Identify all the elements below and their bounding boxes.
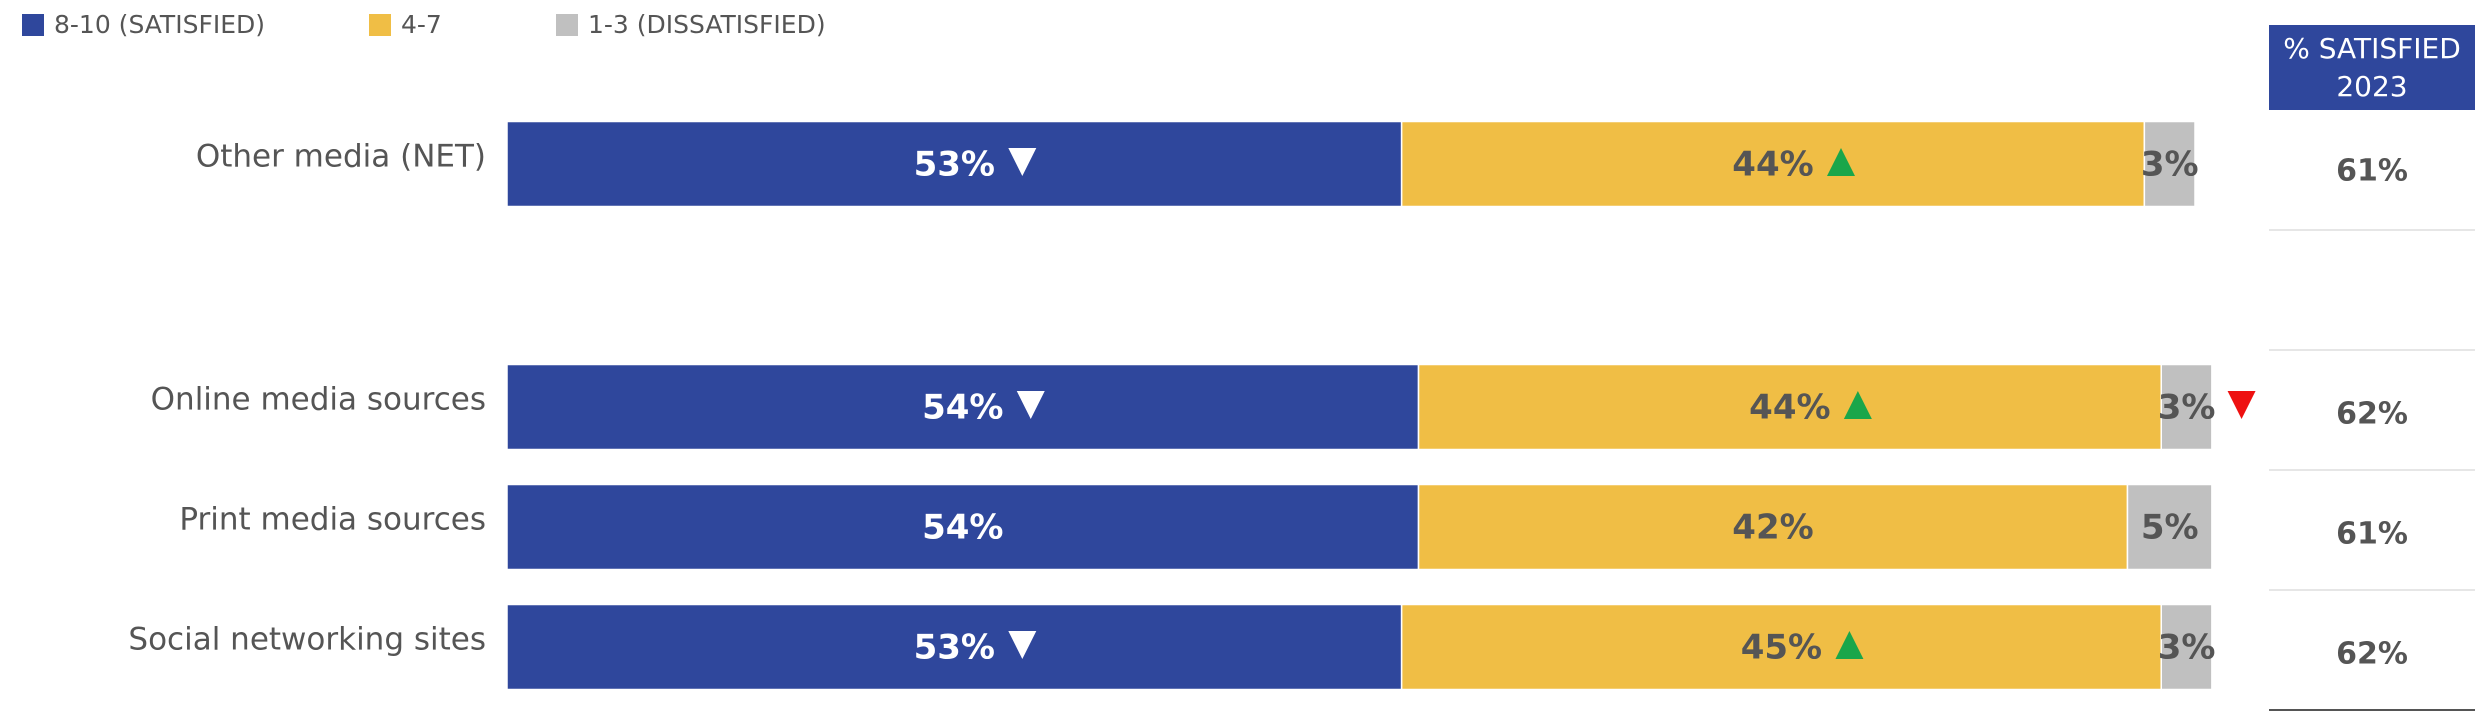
change-arrow <box>1827 148 1855 176</box>
bar-segment <box>2143 120 2196 208</box>
value-label: 3% <box>2158 628 2216 668</box>
legend-label: 1-3 (DISSATISFIED) <box>588 10 826 39</box>
bar-segment <box>1400 120 2146 208</box>
change-arrow <box>2227 391 2256 419</box>
bar-segment <box>506 363 1420 451</box>
bar-segment <box>2126 483 2213 571</box>
change-arrow <box>1016 391 1045 419</box>
value-label: 5% <box>2141 508 2199 548</box>
value-label: 42% <box>1732 508 1813 548</box>
table-title: % SATISFIED <box>2283 32 2461 65</box>
value-label: 54% <box>922 508 1003 548</box>
change-arrow <box>1843 391 1872 419</box>
change-arrow <box>1008 148 1037 176</box>
bar-segment <box>506 483 1420 571</box>
bar-segment <box>2160 603 2213 691</box>
category-label: Print media sources <box>179 502 486 538</box>
legend-swatch <box>369 14 391 36</box>
legend-swatch <box>22 14 44 36</box>
value-label: 3% <box>2158 388 2216 428</box>
legend-swatch <box>556 14 578 36</box>
category-label: Social networking sites <box>128 622 486 658</box>
bar-segment <box>2160 363 2213 451</box>
table-value: 62% <box>2336 637 2408 672</box>
table-subtitle: 2023 <box>2336 70 2407 103</box>
bar-segment <box>506 120 1403 208</box>
table-value: 62% <box>2336 397 2408 432</box>
value-label: 53% <box>914 628 995 668</box>
table-header <box>2269 25 2475 110</box>
value-label: 54% <box>922 388 1003 428</box>
value-label: 44% <box>1749 388 1830 428</box>
bar-segment <box>506 603 1403 691</box>
change-arrow <box>1835 631 1864 659</box>
legend-label: 8-10 (SATISFIED) <box>54 10 265 39</box>
category-label: Other media (NET) <box>196 139 486 175</box>
category-label: Online media sources <box>151 382 486 418</box>
table-value: 61% <box>2336 154 2408 189</box>
value-label: 3% <box>2141 145 2199 185</box>
value-label: 53% <box>914 145 995 185</box>
table-value: 61% <box>2336 517 2408 552</box>
bar-segment <box>1400 603 2162 691</box>
legend-label: 4-7 <box>401 10 442 39</box>
value-label: 45% <box>1741 628 1822 668</box>
change-arrow <box>1008 631 1037 659</box>
bar-segment <box>1417 363 2162 451</box>
value-label: 44% <box>1732 145 1813 185</box>
